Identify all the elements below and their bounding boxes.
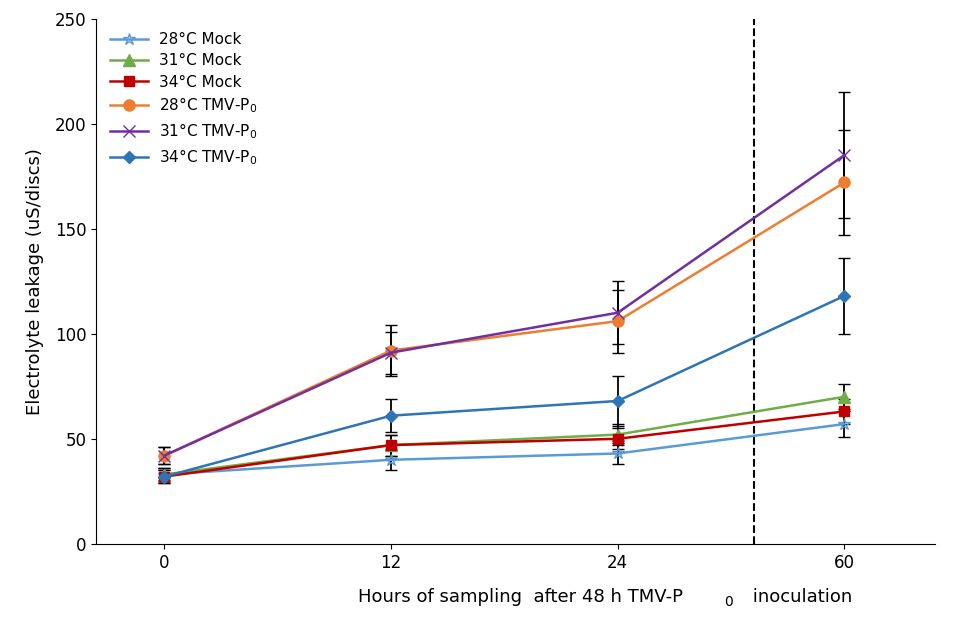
Y-axis label: Electrolyte leakage (uS/discs): Electrolyte leakage (uS/discs): [26, 148, 44, 415]
Legend: 28°C Mock, 31°C Mock, 34°C Mock, 28°C TMV-P$_0$, 31°C TMV-P$_0$, 34°C TMV-P$_0$: 28°C Mock, 31°C Mock, 34°C Mock, 28°C TM…: [104, 26, 263, 173]
Text: inoculation: inoculation: [747, 588, 852, 606]
Text: 0: 0: [724, 595, 734, 609]
Text: Hours of sampling  after 48 h TMV-P: Hours of sampling after 48 h TMV-P: [358, 588, 683, 606]
